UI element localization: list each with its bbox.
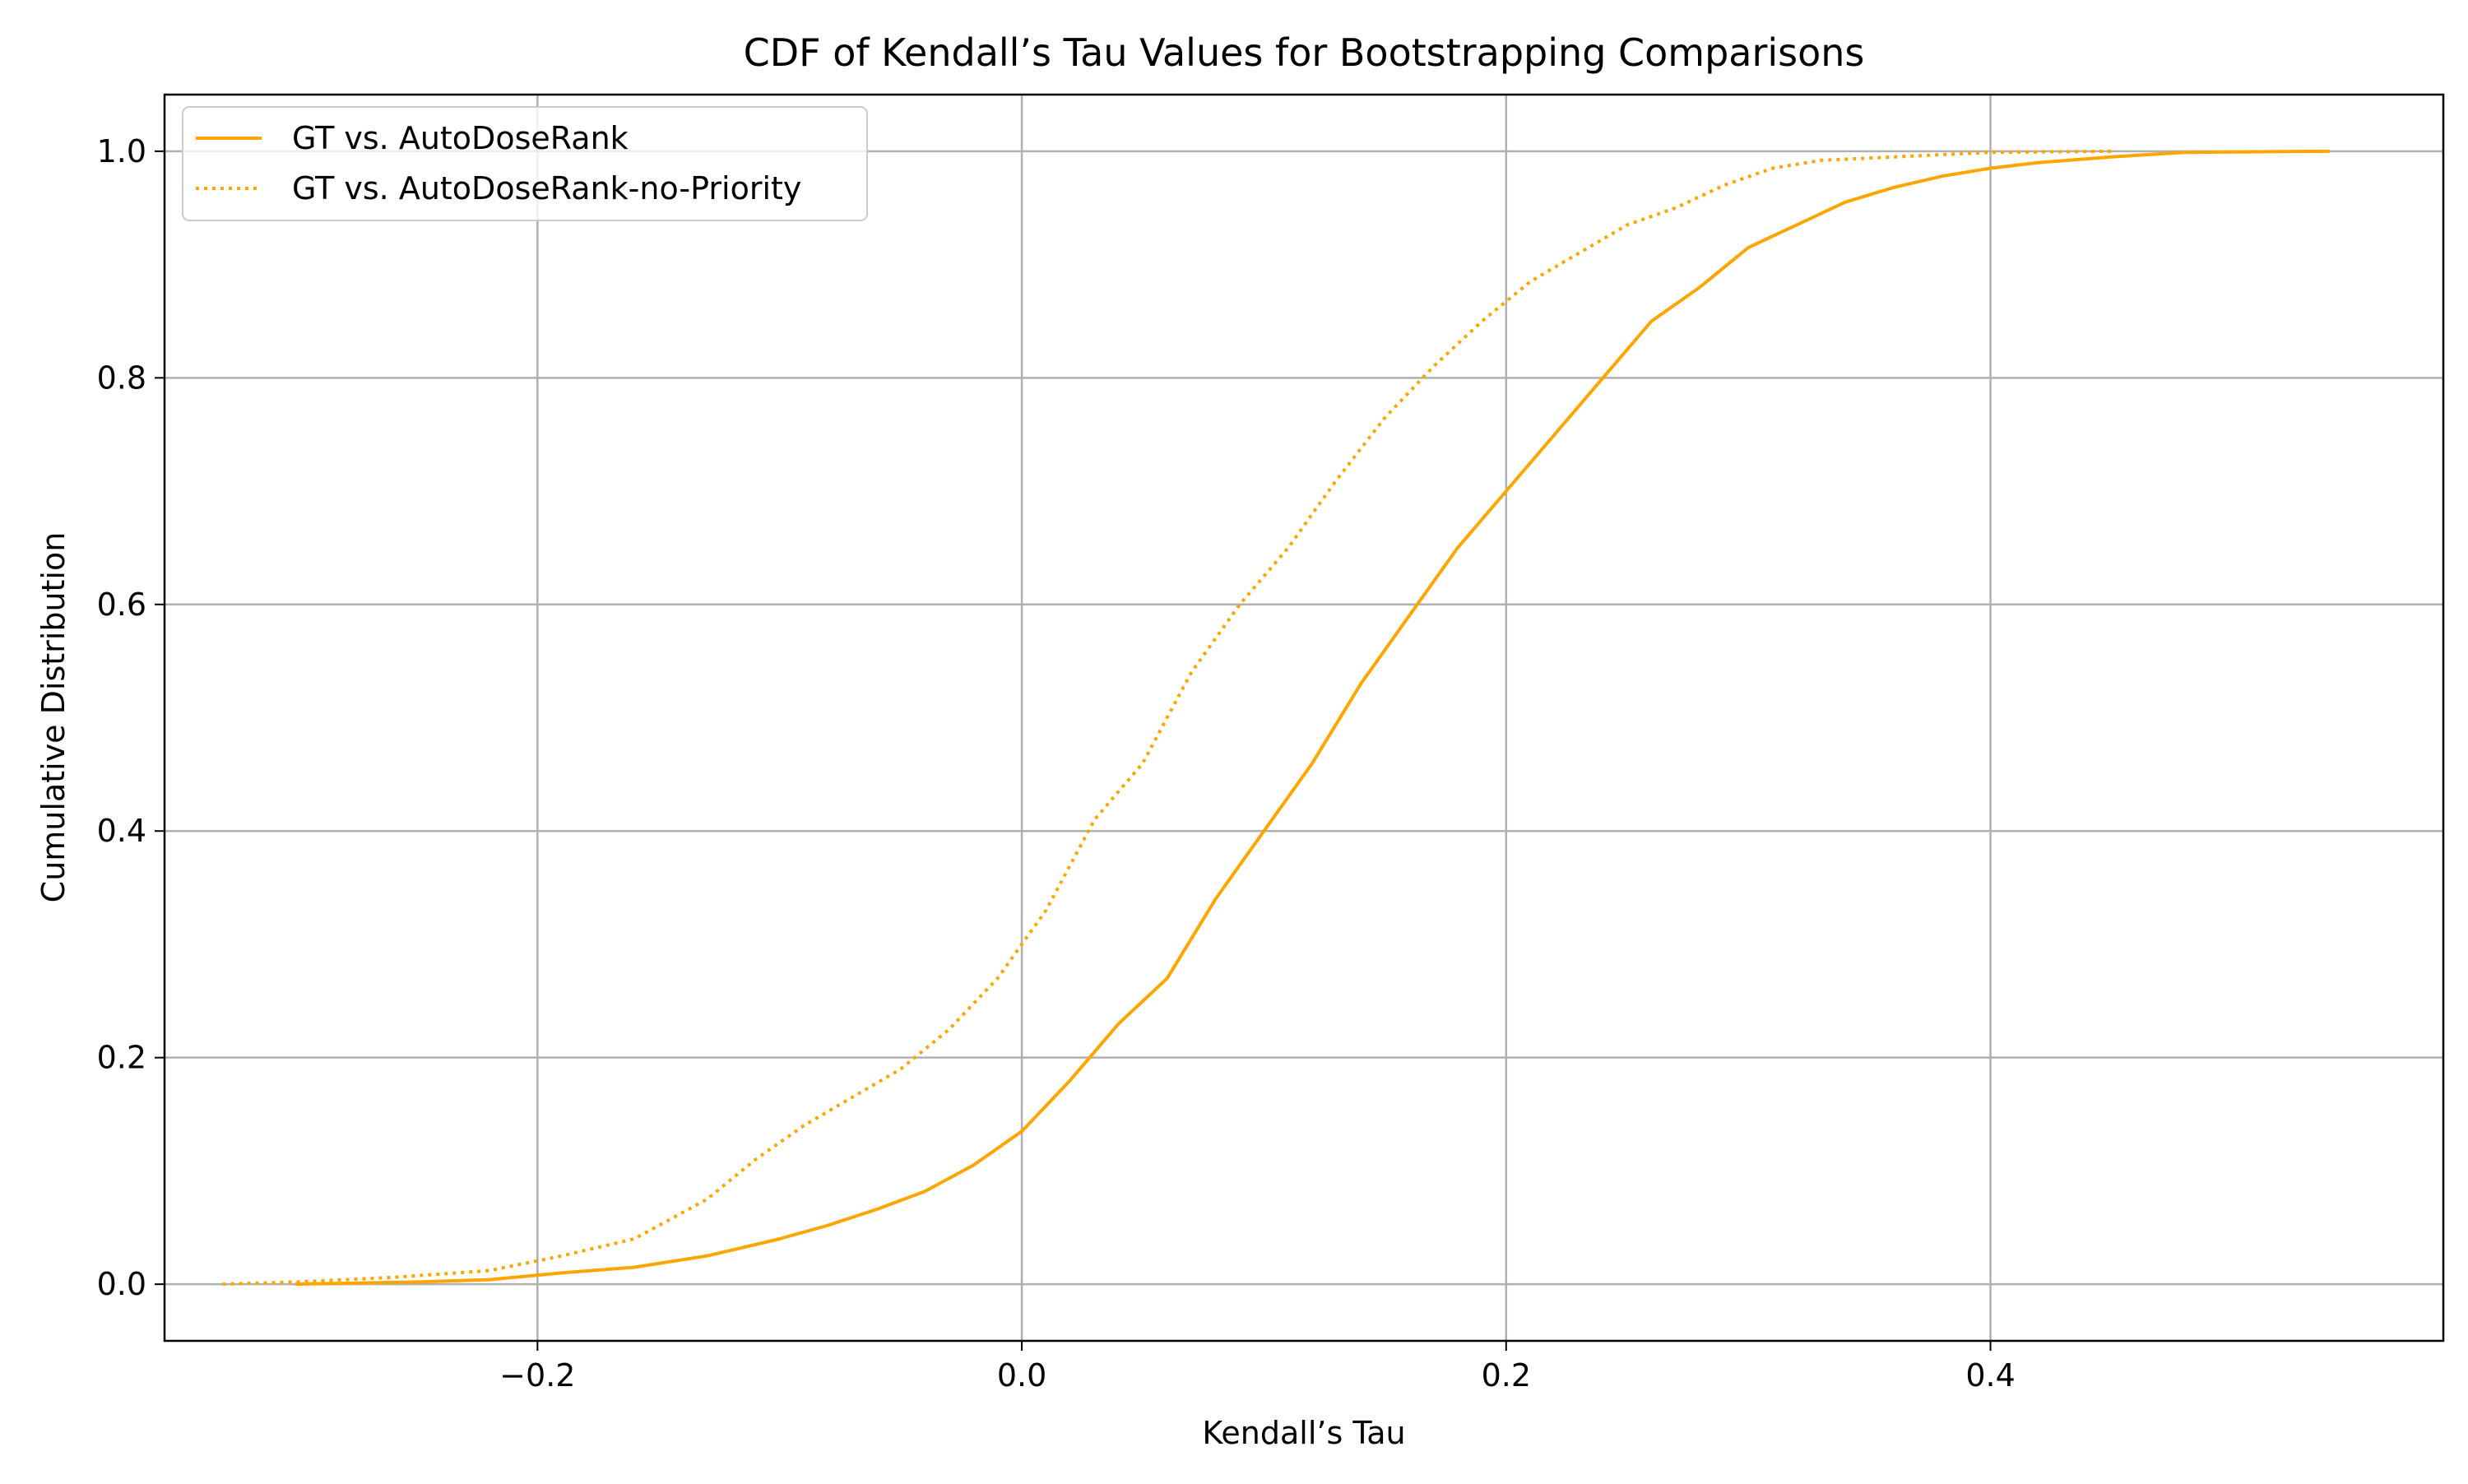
series-line-no-priority xyxy=(222,149,2112,1287)
y-tick-label: 0.0 xyxy=(97,1266,146,1302)
y-tick-label: 0.8 xyxy=(97,359,146,396)
x-axis-label: Kendall’s Tau xyxy=(1202,1415,1405,1451)
y-tick-label: 1.0 xyxy=(97,133,146,169)
chart-title: CDF of Kendall’s Tau Values for Bootstra… xyxy=(744,30,1865,75)
legend: GT vs. AutoDoseRank GT vs. AutoDoseRank-… xyxy=(182,106,868,221)
y-tick-label: 0.2 xyxy=(97,1040,146,1076)
grid-lines xyxy=(165,95,2443,1341)
x-tick-label: 0.0 xyxy=(997,1357,1046,1394)
x-tick-label: 0.4 xyxy=(1965,1357,2015,1394)
y-tick-label: 0.4 xyxy=(97,813,146,849)
legend-label-no-priority: GT vs. AutoDoseRank-no-Priority xyxy=(292,170,801,206)
legend-box xyxy=(182,106,868,221)
series-line-autodoserank xyxy=(295,149,2330,1287)
plot-area-frame xyxy=(163,93,2445,1343)
y-tick-label: 0.6 xyxy=(97,587,146,623)
plot-series xyxy=(222,149,2330,1287)
x-tick-label: 0.2 xyxy=(1482,1357,1531,1394)
x-tick-label: −0.2 xyxy=(499,1357,575,1394)
axis-ticks: −0.2 0.0 0.2 0.4 0.0 0.2 0.4 0.6 0.8 1.0 xyxy=(97,133,2016,1394)
legend-label-autodoserank: GT vs. AutoDoseRank xyxy=(292,120,629,156)
y-axis-label: Cumulative Distribution xyxy=(35,532,72,903)
